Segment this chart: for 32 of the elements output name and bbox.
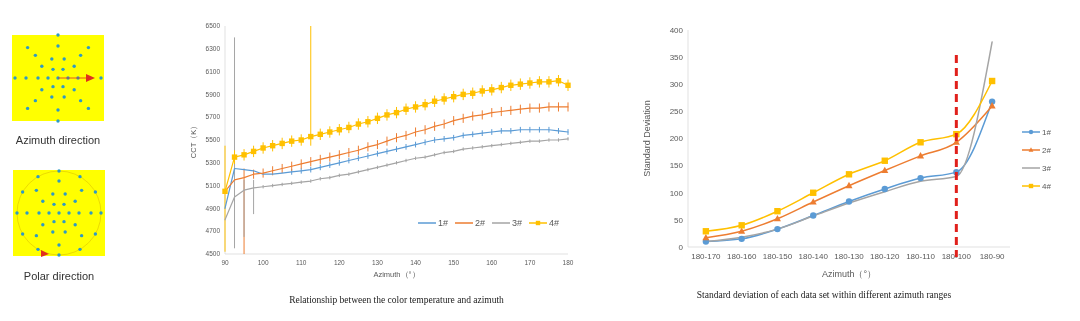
y-tick-label: 0 bbox=[678, 242, 684, 252]
y-tick-label: 50 bbox=[674, 215, 684, 225]
y-tick-label: 300 bbox=[669, 80, 684, 90]
x-tick-label: 180-140 bbox=[798, 252, 829, 261]
legend-label: 2# bbox=[475, 218, 486, 229]
x-tick-label: 180-120 bbox=[870, 252, 901, 261]
y-tick-label: 250 bbox=[669, 107, 684, 117]
x-tick-label: 180-110 bbox=[906, 252, 936, 261]
text: Azimuth direction bbox=[15, 134, 101, 146]
y-tick-label: 400 bbox=[669, 25, 684, 35]
x-tick-label: 180-160 bbox=[726, 252, 757, 261]
legend-label: 3# bbox=[512, 218, 523, 229]
legend-label: 3# bbox=[1042, 163, 1052, 173]
text: Polar direction bbox=[23, 270, 95, 282]
legend-label: 1# bbox=[1042, 127, 1052, 137]
y-tick-label: 150 bbox=[669, 161, 684, 171]
text: Relationship between the color temperature and azimuth bbox=[289, 295, 505, 305]
x-axis-title: Azimuth（°） bbox=[821, 269, 877, 279]
legend-label: 4# bbox=[549, 218, 560, 229]
y-axis-title: Standard Deviation bbox=[642, 100, 652, 177]
y-tick-label: 350 bbox=[669, 52, 684, 62]
x-tick-label: 180-130 bbox=[834, 252, 865, 261]
legend-label: 2# bbox=[1042, 145, 1052, 155]
x-tick-label: 180-150 bbox=[762, 252, 793, 261]
y-tick-label: 200 bbox=[669, 134, 684, 144]
x-tick-label: 180-100 bbox=[941, 252, 972, 261]
legend-label: 1# bbox=[438, 218, 449, 229]
x-tick-label: 180-90 bbox=[979, 252, 1006, 261]
text: Standard deviation of each data set within different azimuth ranges bbox=[696, 290, 952, 300]
legend-label: 4# bbox=[1042, 181, 1052, 191]
x-tick-label: 180-170 bbox=[691, 252, 722, 261]
y-tick-label: 100 bbox=[669, 188, 684, 198]
